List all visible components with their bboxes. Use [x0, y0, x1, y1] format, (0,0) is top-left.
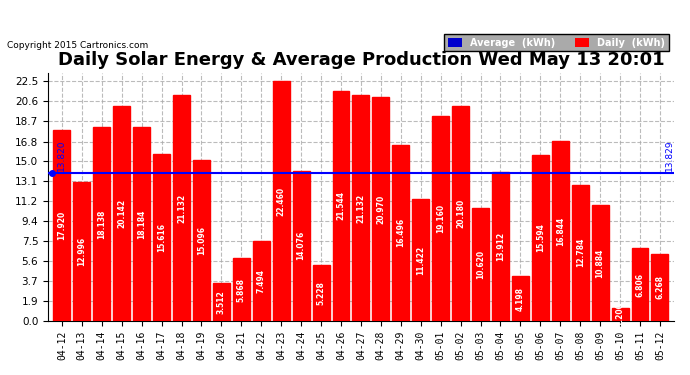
- Text: 14.076: 14.076: [297, 231, 306, 260]
- Bar: [173, 95, 190, 321]
- Bar: [313, 265, 330, 321]
- Text: 6.268: 6.268: [656, 276, 664, 300]
- Text: 20.970: 20.970: [376, 194, 386, 224]
- Text: 6.806: 6.806: [635, 273, 644, 297]
- Text: 16.844: 16.844: [555, 216, 565, 246]
- Text: 11.422: 11.422: [416, 245, 425, 274]
- Bar: [412, 199, 429, 321]
- Bar: [113, 106, 130, 321]
- Text: 1.200: 1.200: [615, 303, 624, 327]
- Text: 15.594: 15.594: [536, 223, 545, 252]
- Text: 22.460: 22.460: [277, 186, 286, 216]
- Bar: [213, 284, 230, 321]
- Text: 13.820: 13.820: [57, 140, 66, 171]
- Bar: [253, 241, 270, 321]
- Bar: [611, 308, 629, 321]
- Bar: [592, 205, 609, 321]
- Text: 21.132: 21.132: [177, 194, 186, 223]
- Bar: [393, 145, 409, 321]
- Text: 21.132: 21.132: [357, 194, 366, 223]
- Text: 17.920: 17.920: [57, 211, 66, 240]
- Text: 13.829: 13.829: [665, 140, 674, 171]
- Text: 21.544: 21.544: [337, 192, 346, 220]
- Bar: [273, 81, 290, 321]
- Text: 18.184: 18.184: [137, 209, 146, 238]
- Bar: [512, 276, 529, 321]
- Bar: [333, 91, 349, 321]
- Text: 18.138: 18.138: [97, 210, 106, 239]
- Text: 12.784: 12.784: [575, 238, 584, 267]
- Bar: [73, 182, 90, 321]
- Text: 15.096: 15.096: [197, 226, 206, 255]
- Legend: Average  (kWh), Daily  (kWh): Average (kWh), Daily (kWh): [444, 34, 669, 51]
- Bar: [631, 248, 649, 321]
- Text: 12.996: 12.996: [77, 237, 86, 266]
- Bar: [193, 160, 210, 321]
- Text: 16.496: 16.496: [396, 218, 405, 248]
- Text: 15.616: 15.616: [157, 223, 166, 252]
- Text: 19.160: 19.160: [436, 204, 445, 233]
- Bar: [93, 128, 110, 321]
- Bar: [153, 154, 170, 321]
- Text: 3.512: 3.512: [217, 290, 226, 314]
- Text: 7.494: 7.494: [257, 269, 266, 293]
- Bar: [472, 208, 489, 321]
- Bar: [233, 258, 250, 321]
- Bar: [452, 106, 469, 321]
- Bar: [373, 97, 389, 321]
- Text: 5.868: 5.868: [237, 278, 246, 302]
- Text: 20.180: 20.180: [456, 199, 465, 228]
- Text: 10.620: 10.620: [476, 250, 485, 279]
- Text: 4.198: 4.198: [516, 286, 525, 310]
- Text: Copyright 2015 Cartronics.com: Copyright 2015 Cartronics.com: [7, 41, 148, 50]
- Bar: [353, 95, 369, 321]
- Text: 10.884: 10.884: [595, 248, 604, 278]
- Bar: [53, 130, 70, 321]
- Bar: [133, 127, 150, 321]
- Text: 20.142: 20.142: [117, 199, 126, 228]
- Bar: [432, 117, 449, 321]
- Bar: [293, 171, 310, 321]
- Bar: [552, 141, 569, 321]
- Text: 13.912: 13.912: [496, 232, 505, 261]
- Text: 5.228: 5.228: [317, 281, 326, 305]
- Bar: [651, 254, 669, 321]
- Title: Daily Solar Energy & Average Production Wed May 13 20:01: Daily Solar Energy & Average Production …: [58, 51, 664, 69]
- Bar: [572, 184, 589, 321]
- Bar: [492, 172, 509, 321]
- Bar: [532, 154, 549, 321]
